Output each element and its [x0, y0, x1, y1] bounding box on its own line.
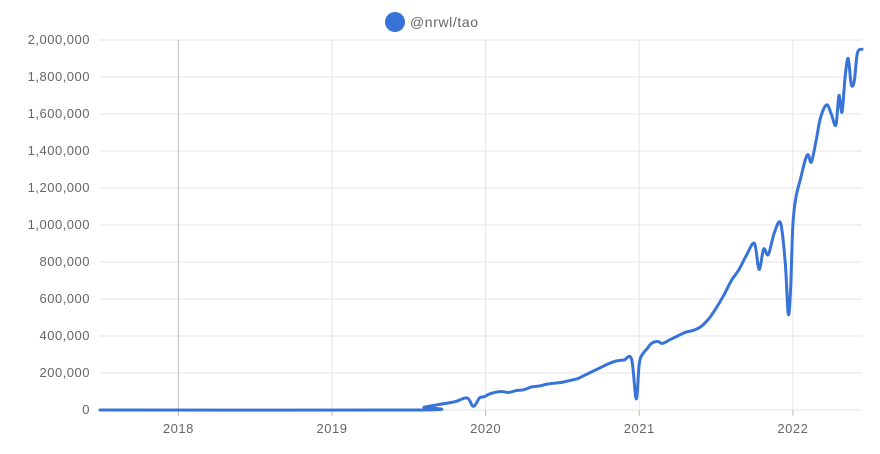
y-tick-label: 200,000	[40, 365, 91, 380]
y-tick-label: 1,600,000	[28, 106, 90, 121]
y-tick-label: 800,000	[40, 254, 91, 269]
y-tick-label: 2,000,000	[28, 32, 90, 47]
legend[interactable]: @nrwl/tao	[385, 12, 479, 32]
legend-label: @nrwl/tao	[410, 14, 479, 30]
y-tick-label: 1,800,000	[28, 69, 90, 84]
series-line[interactable]	[98, 47, 864, 412]
y-tick-label: 1,400,000	[28, 143, 90, 158]
y-tick-label: 1,000,000	[28, 217, 90, 232]
x-tick-label: 2021	[624, 421, 655, 436]
y-tick-label: 600,000	[40, 291, 91, 306]
grid-layer	[100, 39, 862, 411]
legend-swatch-icon	[385, 12, 405, 32]
x-tick-label: 2019	[317, 421, 348, 436]
y-tick-label: 1,200,000	[28, 180, 90, 195]
series-layer	[98, 47, 864, 412]
x-tick-label: 2020	[470, 421, 501, 436]
x-tick-label: 2022	[777, 421, 808, 436]
y-tick-label: 400,000	[40, 328, 91, 343]
axis-layer: 0 200,000 400,000 600,000 800,000 1,000,000 1,…	[28, 32, 808, 436]
x-tick-label: 2018	[163, 421, 194, 436]
y-tick-label: 0	[82, 402, 90, 417]
